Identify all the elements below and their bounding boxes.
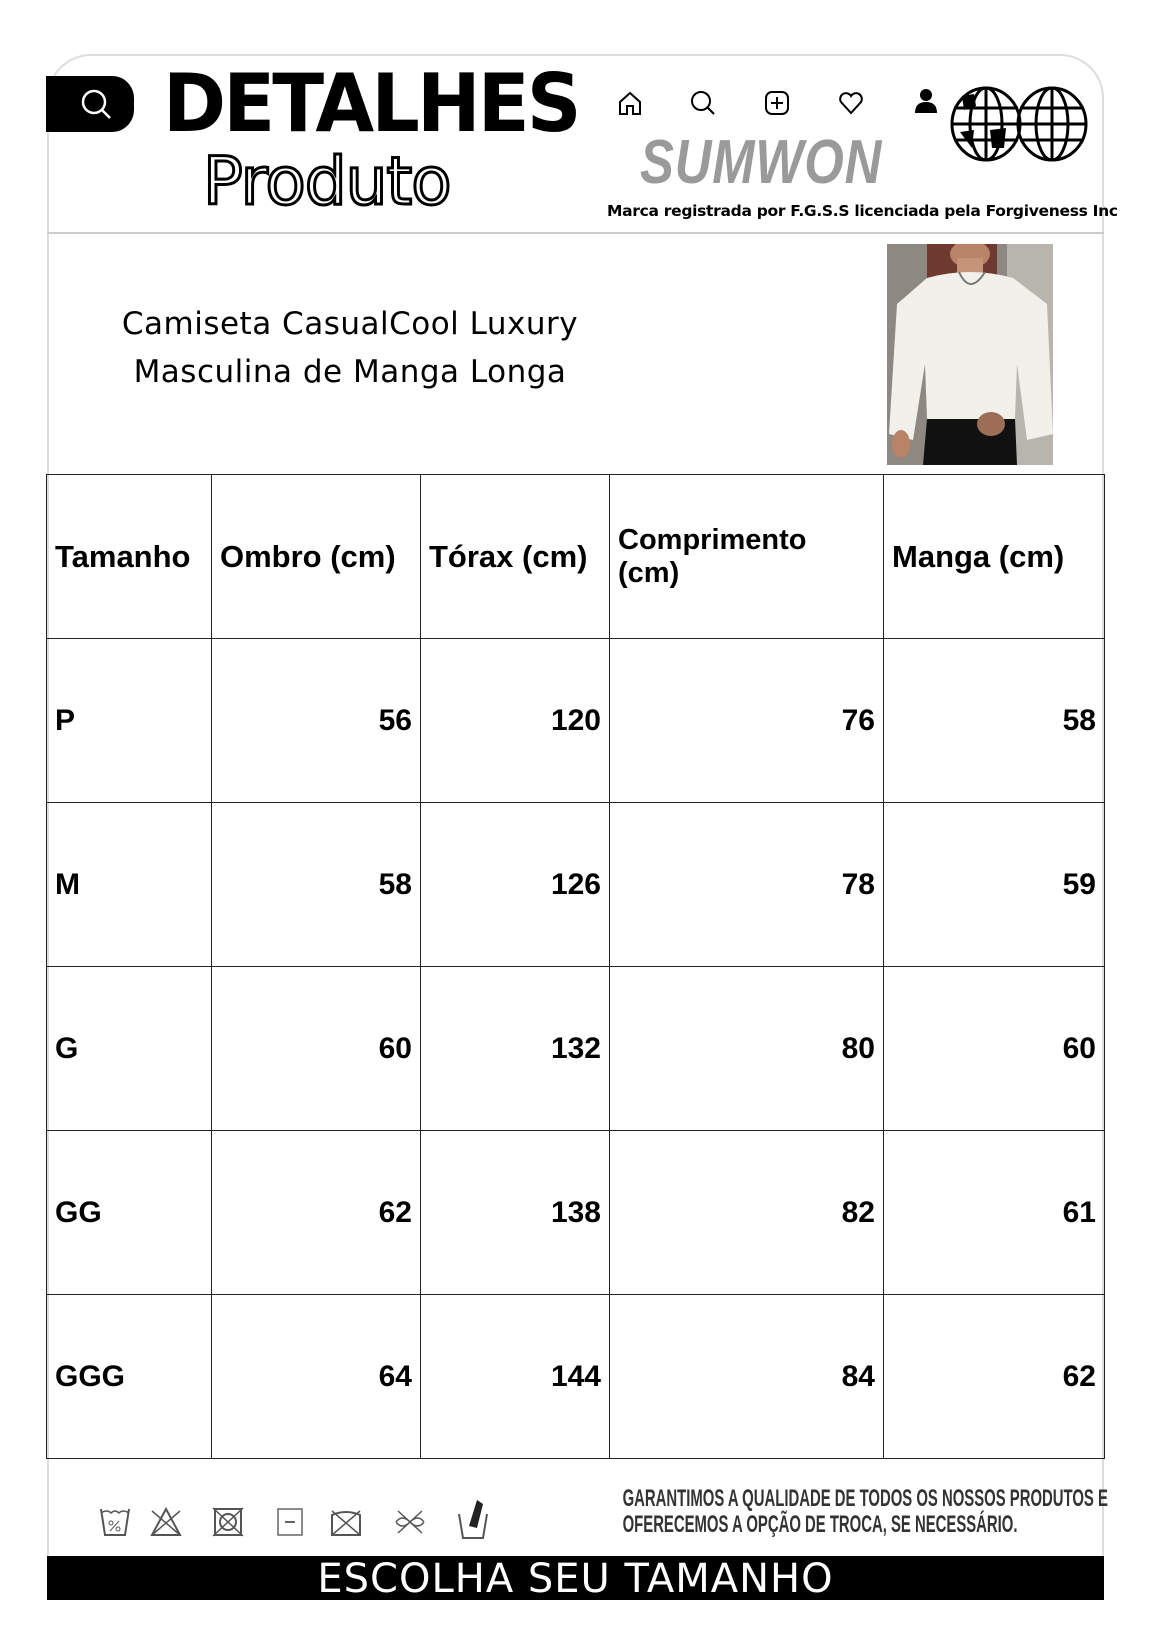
- user-icon[interactable]: [911, 86, 941, 116]
- shoulder-cell: 64: [211, 1294, 421, 1459]
- no-bleach-icon: [150, 1506, 182, 1536]
- chest-cell: 126: [420, 802, 610, 967]
- guarantee-text: GARANTIMOS A QUALIDADE DE TODOS OS NOSSO…: [622, 1485, 1108, 1538]
- chest-cell: 138: [420, 1130, 610, 1295]
- size-table: Tamanho Ombro (cm) Tórax (cm) Compriment…: [46, 474, 1105, 1459]
- dry-flat-icon: [277, 1508, 303, 1536]
- header-sleeve: Manga (cm): [883, 474, 1105, 639]
- sleeve-cell: 62: [883, 1294, 1105, 1459]
- chest-cell: 132: [420, 966, 610, 1131]
- header-chest: Tórax (cm): [420, 474, 610, 639]
- length-cell: 76: [609, 638, 884, 803]
- guarantee-line2: OFERECEMOS A OPÇÃO DE TROCA, SE NECESSÁR…: [622, 1511, 1018, 1538]
- chest-cell: 144: [420, 1294, 610, 1459]
- table-row: GGG 64 144 84 62: [46, 1294, 1105, 1459]
- no-wring-icon: [395, 1510, 425, 1534]
- header-size: Tamanho: [46, 474, 212, 639]
- size-cell: P: [46, 638, 212, 803]
- no-dry-clean-icon: [331, 1510, 361, 1536]
- page-title: DETALHES: [163, 57, 582, 150]
- choose-size-banner[interactable]: ESCOLHA SEU TAMANHO: [47, 1556, 1104, 1602]
- length-cell: 78: [609, 802, 884, 967]
- search-icon: [81, 89, 111, 119]
- sleeve-cell: 60: [883, 966, 1105, 1131]
- heart-icon[interactable]: [836, 88, 866, 118]
- length-cell: 84: [609, 1294, 884, 1459]
- shoulder-cell: 60: [211, 966, 421, 1131]
- search-icon[interactable]: [688, 88, 718, 118]
- search-button[interactable]: [46, 76, 134, 132]
- guarantee-line1: GARANTIMOS A QUALIDADE DE TODOS OS NOSSO…: [622, 1485, 1108, 1512]
- table-row: GG 62 138 82 61: [46, 1130, 1105, 1295]
- table-header-row: Tamanho Ombro (cm) Tórax (cm) Compriment…: [46, 474, 1105, 639]
- page-subtitle: Produto: [202, 143, 454, 220]
- length-cell: 82: [609, 1130, 884, 1295]
- shoulder-cell: 58: [211, 802, 421, 967]
- chest-cell: 120: [420, 638, 610, 803]
- sleeve-cell: 61: [883, 1130, 1105, 1295]
- no-tumble-dry-icon: [212, 1507, 244, 1537]
- hand-wash-icon: [458, 1500, 488, 1539]
- table-row: M 58 126 78 59: [46, 802, 1105, 967]
- shoulder-cell: 62: [211, 1130, 421, 1295]
- brand-logo: SUMWON: [640, 128, 883, 197]
- shoulder-cell: 56: [211, 638, 421, 803]
- product-title-line2: Masculina de Manga Longa: [133, 354, 567, 390]
- wash-30-icon: [100, 1508, 130, 1536]
- header-length: Comprimento (cm): [609, 474, 884, 639]
- home-icon[interactable]: [615, 88, 645, 118]
- sleeve-cell: 59: [883, 802, 1105, 967]
- product-title-line1: Camiseta CasualCool Luxury: [121, 306, 579, 342]
- table-row: G 60 132 80 60: [46, 966, 1105, 1131]
- size-cell: M: [46, 802, 212, 967]
- add-icon[interactable]: [762, 88, 792, 118]
- header-divider: [47, 232, 1104, 234]
- size-cell: GGG: [46, 1294, 212, 1459]
- product-photo: [887, 244, 1053, 465]
- size-cell: G: [46, 966, 212, 1131]
- trademark-text: Marca registrada por F.G.S.S licenciada …: [607, 202, 1118, 220]
- length-cell: 80: [609, 966, 884, 1131]
- product-title: Camiseta CasualCool Luxury Masculina de …: [90, 300, 610, 396]
- size-cell: GG: [46, 1130, 212, 1295]
- globe-icon: [950, 86, 1088, 162]
- table-row: P 56 120 76 58: [46, 638, 1105, 803]
- sleeve-cell: 58: [883, 638, 1105, 803]
- header-shoulder: Ombro (cm): [211, 474, 421, 639]
